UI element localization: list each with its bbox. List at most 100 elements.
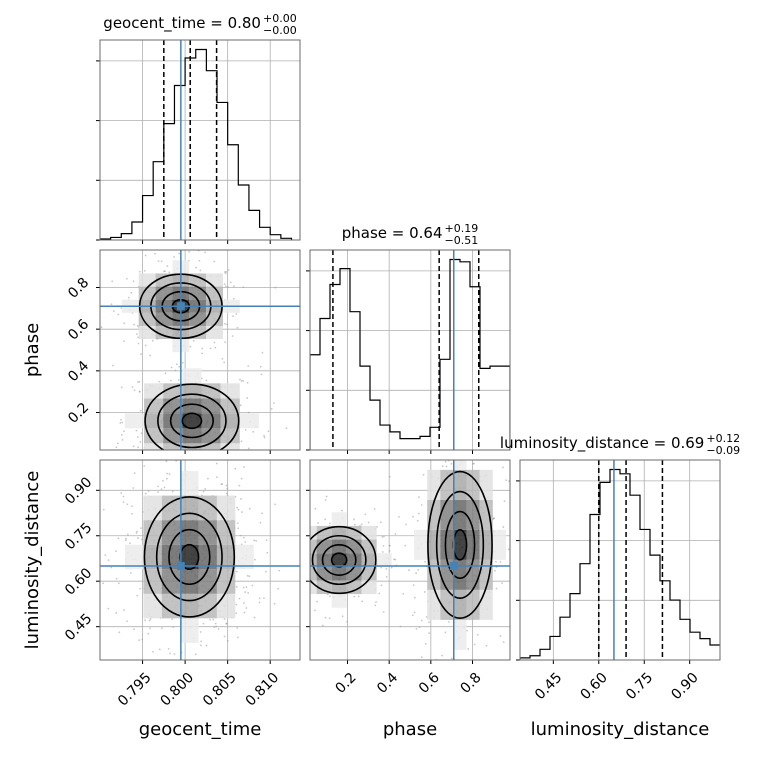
density-cell (180, 495, 199, 521)
scatter-point (112, 364, 114, 367)
scatter-point (205, 670, 207, 672)
scatter-point (247, 411, 250, 414)
scatter-point (217, 628, 220, 630)
scatter-point (317, 522, 319, 524)
scatter-point (117, 537, 120, 540)
scatter-point (420, 504, 423, 506)
scatter-point (127, 296, 130, 299)
scatter-point (100, 326, 103, 329)
scatter-point (215, 452, 217, 454)
scatter-point (202, 490, 205, 493)
scatter-point (214, 468, 216, 470)
scatter-point (265, 570, 267, 573)
panel-frame (519, 459, 721, 661)
density-cell (346, 525, 362, 540)
scatter-point (199, 631, 202, 633)
scatter-point (199, 269, 202, 272)
density-cell (143, 520, 162, 545)
scatter-point (117, 313, 120, 316)
contour-line (143, 496, 236, 618)
scatter-point (134, 475, 136, 477)
scatter-point (523, 588, 525, 590)
scatter-point (212, 480, 214, 482)
density-cell (220, 443, 240, 450)
scatter-point (135, 429, 138, 432)
scatter-point (428, 621, 430, 624)
scatter-point (502, 641, 505, 643)
scatter-point (499, 561, 502, 563)
scatter-point (122, 501, 125, 504)
scatter-point (194, 653, 197, 656)
scatter-point (434, 444, 436, 446)
scatter-point (161, 247, 163, 249)
scatter-point (224, 285, 227, 288)
scatter-point (240, 380, 243, 382)
scatter-point (285, 427, 288, 430)
scatter-point (227, 269, 230, 271)
scatter-point (120, 433, 123, 436)
scatter-point (143, 269, 146, 272)
density-cell (125, 544, 144, 570)
scatter-point (398, 516, 400, 518)
scatter-point (235, 585, 238, 588)
density-cell (189, 286, 207, 300)
scatter-point (388, 475, 391, 478)
scatter-point (408, 569, 410, 571)
scatter-point (226, 323, 228, 326)
scatter-point (254, 558, 256, 561)
scatter-point (507, 548, 510, 551)
scatter-point (244, 541, 247, 543)
scatter-point (133, 323, 135, 326)
scatter-point (136, 594, 139, 597)
scatter-point (117, 582, 120, 585)
density-cell (479, 469, 493, 500)
density-cell (138, 312, 156, 326)
density-cell (331, 539, 347, 554)
y-tick-label: 0.60 (62, 565, 95, 598)
scatter-point (144, 492, 147, 495)
scatter-point (404, 544, 407, 547)
scatter-point (90, 539, 92, 541)
scatter-point (152, 650, 154, 653)
scatter-point (149, 618, 152, 620)
scatter-point (373, 508, 376, 510)
scatter-point (289, 574, 291, 576)
scatter-point (291, 530, 293, 532)
scatter-point (226, 639, 229, 642)
x-tick-label: 0.4 (374, 670, 401, 697)
scatter-point (321, 624, 324, 627)
truth-marker (176, 562, 185, 571)
scatter-point (515, 490, 517, 492)
scatter-point (140, 432, 143, 435)
scatter-point (132, 280, 135, 283)
scatter-point (137, 336, 140, 339)
scatter-point (187, 453, 189, 455)
scatter-point (239, 404, 242, 407)
scatter-point (444, 460, 447, 463)
scatter-point (232, 315, 234, 318)
scatter-point (157, 491, 159, 494)
scatter-point (361, 600, 364, 603)
scatter-point (415, 572, 418, 575)
scatter-point (189, 345, 192, 348)
scatter-point (138, 457, 140, 459)
scatter-point (237, 527, 240, 530)
contour-line (181, 412, 203, 430)
density-cell (310, 566, 317, 581)
density-cell (161, 544, 181, 570)
scatter-point (144, 254, 147, 257)
scatter-point (173, 653, 176, 655)
scatter-point (173, 256, 175, 258)
scatter-point (172, 626, 175, 628)
scatter-point (512, 554, 514, 556)
scatter-point (243, 611, 246, 614)
scatter-point (205, 644, 208, 647)
density-cell (155, 273, 173, 287)
density-cell (376, 553, 392, 567)
truth-marker (449, 562, 458, 571)
scatter-point (225, 270, 227, 273)
scatter-point (160, 488, 163, 491)
scatter-point (131, 505, 133, 508)
contour-line (144, 383, 240, 450)
scatter-point (138, 639, 140, 642)
